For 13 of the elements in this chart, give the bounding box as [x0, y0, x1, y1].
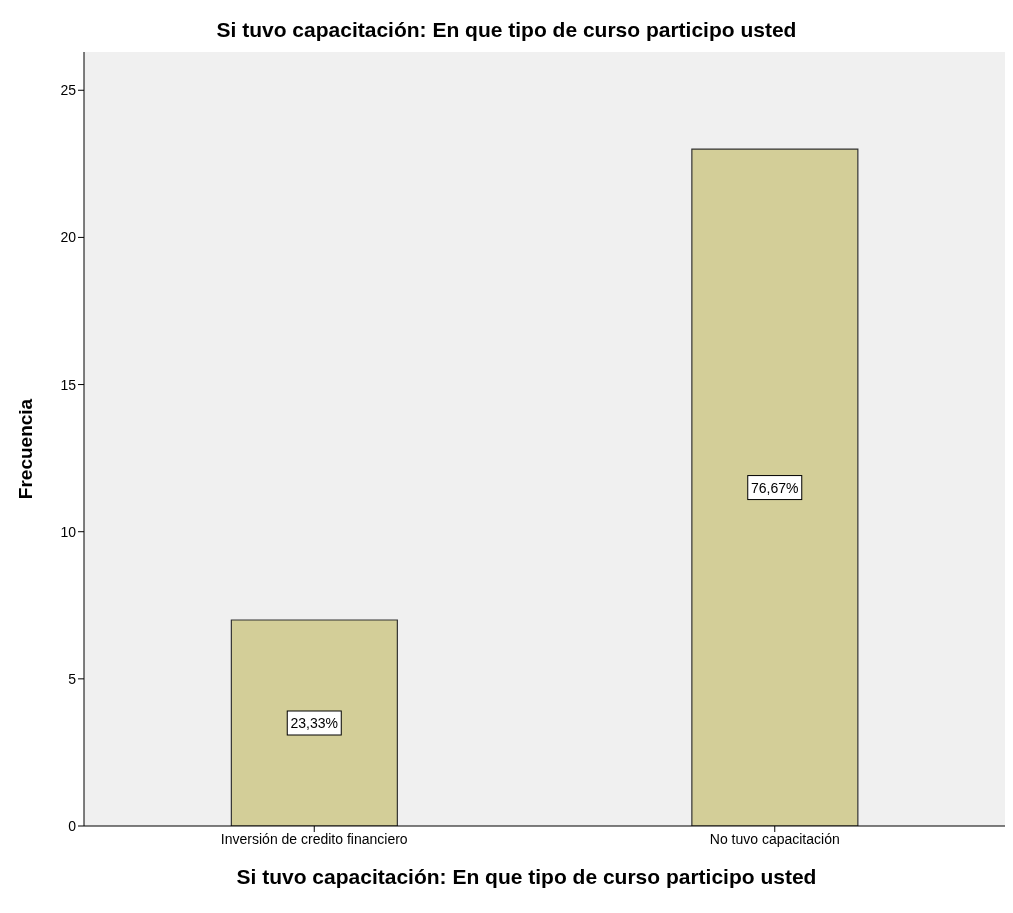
y-tick-label: 25 [60, 82, 77, 99]
annotation: 76,67% [751, 479, 799, 496]
y-tick-label: 5 [68, 670, 77, 687]
y-tick-label: 0 [68, 817, 77, 834]
annotation: 23,33% [290, 715, 338, 731]
x-tick-label: No tuvo capacitación [709, 830, 840, 847]
y-tick-label: 20 [60, 229, 77, 246]
x-tick-label: Inversión de credito financiero [220, 830, 408, 847]
y-tick-label: 15 [60, 376, 77, 393]
chart-title: Si tuvo capacitación: En que tipo de curso participo usted [215, 18, 798, 42]
y-axis-title: Frecuencia [15, 397, 37, 502]
y-tick-label: 10 [60, 523, 77, 540]
x-axis-title: Si tuvo capacitación: En que tipo de curso participo usted [235, 865, 818, 889]
